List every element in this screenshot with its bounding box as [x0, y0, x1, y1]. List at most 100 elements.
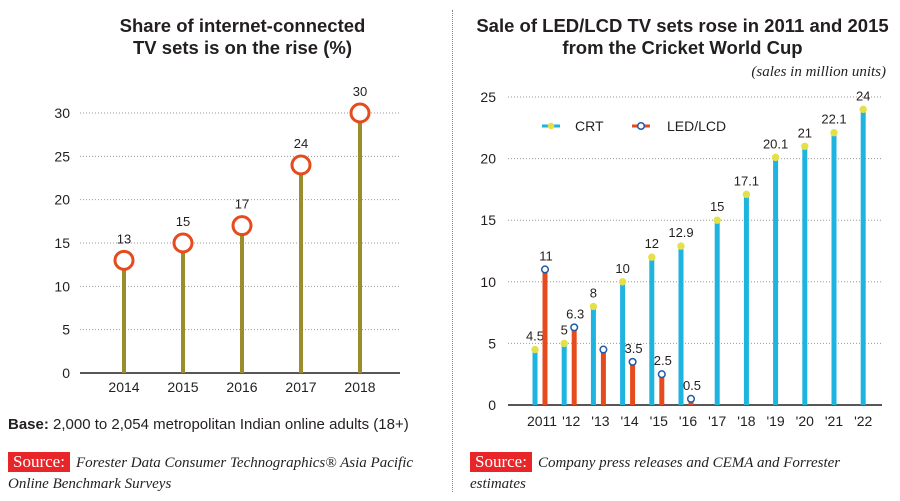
- base-note-text: 2,000 to 2,054 metropolitan Indian onlin…: [53, 416, 409, 433]
- data-label: 15: [176, 214, 190, 229]
- x-tick-label: '17: [708, 413, 726, 429]
- lollipop-marker: [231, 215, 253, 237]
- crt-data-label: 21: [798, 125, 812, 140]
- right-title-line1: Sale of LED/LCD TV sets rose in 2011 and…: [476, 15, 889, 36]
- led-lcd-bar-marker: [628, 357, 637, 366]
- data-label: 13: [117, 231, 131, 246]
- crt-data-label: 5: [561, 322, 568, 337]
- legend-led-lcd-label: LED/LCD: [667, 118, 726, 134]
- crt-data-label: 12: [645, 236, 659, 251]
- x-tick-label: '15: [650, 413, 668, 429]
- crt-bar: [532, 349, 538, 405]
- right-chart: 051015202520114.511'1256.3'138'14103.5'1…: [480, 88, 882, 429]
- y-tick-label: 15: [480, 212, 496, 228]
- x-tick-label: 2018: [344, 379, 375, 395]
- crt-data-label: 12.9: [668, 225, 693, 240]
- x-tick-label: '12: [562, 413, 580, 429]
- crt-bar: [831, 132, 837, 405]
- x-tick-label: '13: [591, 413, 609, 429]
- y-tick-label: 30: [54, 105, 70, 121]
- y-tick-label: 25: [54, 148, 70, 164]
- led-lcd-bar-marker: [657, 370, 666, 379]
- base-note: Base: 2,000 to 2,054 metropolitan Indian…: [8, 416, 409, 433]
- left-source: Source: Forester Data Consumer Technograp…: [8, 452, 448, 495]
- led-lcd-bar-marker: [570, 323, 579, 332]
- led-lcd-bar: [659, 374, 665, 405]
- crt-data-label: 15: [710, 199, 724, 214]
- crt-data-label: 8: [590, 285, 597, 300]
- crt-bar-marker: [648, 253, 656, 261]
- legend-led-lcd-marker: [636, 121, 646, 131]
- crt-bar-marker: [560, 339, 568, 348]
- led-lcd-data-label: 3.5: [625, 341, 643, 356]
- left-source-badge: Source:: [8, 452, 70, 472]
- crt-bar-marker: [618, 278, 627, 286]
- panel-divider: [452, 10, 453, 492]
- x-tick-label: 2015: [167, 379, 198, 395]
- led-lcd-bar: [630, 361, 636, 405]
- y-tick-label: 15: [54, 235, 70, 251]
- lollipop-marker: [349, 102, 371, 124]
- y-tick-label: 20: [480, 151, 496, 167]
- right-chart-subtitle: (sales in million units): [751, 64, 886, 80]
- crt-bar: [714, 220, 720, 405]
- crt-bar: [620, 281, 626, 405]
- crt-bar: [678, 246, 684, 405]
- data-label: 30: [353, 84, 367, 99]
- lollipop-marker: [113, 249, 135, 271]
- left-title-line2: TV sets is on the rise (%): [133, 37, 352, 58]
- led-lcd-bar: [600, 349, 606, 405]
- legend-crt-label: CRT: [575, 118, 604, 134]
- x-tick-label: 2014: [108, 379, 139, 395]
- left-source-text: Forester Data Consumer Technographics® A…: [8, 455, 414, 492]
- y-tick-label: 25: [480, 89, 496, 105]
- crt-data-label: 4.5: [526, 329, 544, 344]
- right-source-badge: Source:: [470, 452, 532, 472]
- led-lcd-bar-marker: [686, 394, 696, 403]
- right-source-text: Company press releases and CEMA and Forr…: [470, 455, 841, 492]
- x-tick-label: 2017: [285, 379, 316, 395]
- led-lcd-bar-marker: [599, 345, 608, 354]
- crt-bar-marker: [589, 302, 598, 311]
- right-chart-title: Sale of LED/LCD TV sets rose in 2011 and…: [465, 15, 900, 59]
- crt-data-label: 10: [615, 261, 629, 276]
- right-source: Source: Company press releases and CEMA a…: [470, 452, 890, 495]
- led-lcd-data-label: 0.5: [683, 378, 701, 393]
- crt-data-label: 24: [856, 88, 870, 103]
- x-tick-label: '21: [825, 413, 843, 429]
- crt-bar-marker: [677, 242, 685, 250]
- crt-bar: [773, 157, 779, 405]
- x-tick-label: '19: [766, 413, 784, 429]
- x-tick-label: '16: [679, 413, 697, 429]
- legend-crt-marker: [547, 122, 555, 130]
- crt-bar-marker: [830, 129, 838, 137]
- crt-data-label: 20.1: [763, 136, 788, 151]
- crt-bar: [860, 109, 866, 405]
- y-tick-label: 20: [54, 192, 70, 208]
- left-chart: 0 5 10 15 20 25 30 13 2014 15 2015 17 2016 24 2017 30 20…: [54, 84, 400, 395]
- crt-bar-marker: [531, 345, 539, 354]
- crt-bar: [649, 257, 655, 405]
- left-chart-title: Share of internet-connected TV sets is o…: [40, 15, 445, 59]
- x-tick-label: '22: [854, 413, 872, 429]
- crt-bar: [590, 306, 596, 405]
- crt-bar-marker: [713, 216, 721, 224]
- y-tick-label: 5: [62, 322, 70, 338]
- y-tick-label: 0: [62, 365, 70, 381]
- crt-bar-marker: [859, 105, 867, 114]
- right-title-line2: from the Cricket World Cup: [562, 37, 803, 58]
- led-lcd-bar: [571, 327, 577, 405]
- x-tick-label: 2011: [527, 413, 557, 429]
- base-note-label: Base:: [8, 416, 49, 433]
- crt-data-label: 17.1: [734, 173, 759, 188]
- y-tick-label: 10: [54, 278, 70, 294]
- data-label: 17: [235, 197, 249, 212]
- led-lcd-bar-marker: [540, 265, 550, 274]
- y-tick-label: 10: [480, 274, 496, 290]
- led-lcd-data-label: 11: [539, 248, 553, 263]
- crt-bar-marker: [771, 153, 780, 162]
- crt-bar: [743, 194, 749, 405]
- x-tick-label: '20: [796, 413, 814, 429]
- y-tick-label: 0: [488, 397, 496, 413]
- data-label: 24: [294, 136, 308, 151]
